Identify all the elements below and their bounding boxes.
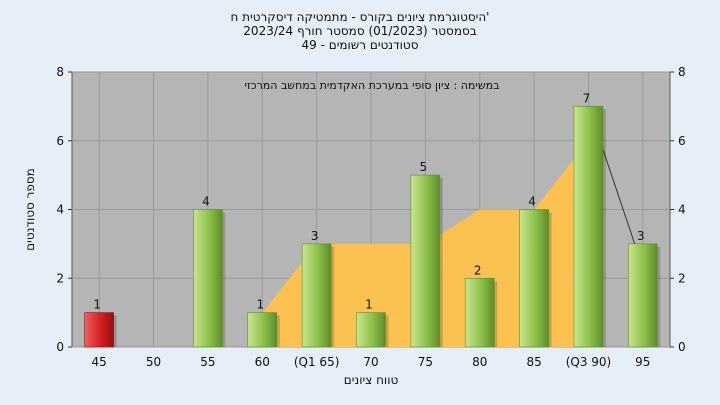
y-tick-label-left: 2 bbox=[56, 271, 64, 285]
x-tick-label: 70 bbox=[363, 355, 378, 369]
x-tick-label: 75 bbox=[418, 355, 433, 369]
y-tick-label-left: 8 bbox=[56, 65, 64, 79]
histogram-bar bbox=[410, 174, 441, 348]
y-tick-label-left: 0 bbox=[56, 340, 64, 354]
bar-value-label: 7 bbox=[583, 91, 591, 105]
histogram-bar bbox=[573, 106, 604, 348]
x-tick-label: 60 bbox=[255, 355, 270, 369]
histogram-bar bbox=[247, 312, 278, 348]
bar-value-label: 2 bbox=[474, 263, 482, 277]
y-tick-label-right: 8 bbox=[678, 65, 686, 79]
bar-value-label: 3 bbox=[637, 229, 645, 243]
x-tick-label: (Q3 90) bbox=[566, 355, 612, 369]
x-tick-label: 50 bbox=[146, 355, 161, 369]
bar-value-label: 3 bbox=[311, 229, 319, 243]
bar-value-label: 1 bbox=[93, 298, 101, 312]
bar-value-label: 1 bbox=[365, 298, 373, 312]
histogram-bar bbox=[356, 312, 386, 348]
x-axis-title: טווח ציונים bbox=[344, 373, 399, 387]
y-tick-label-right: 4 bbox=[678, 203, 686, 217]
y-tick-label-left: 4 bbox=[56, 203, 64, 217]
x-tick-label: 95 bbox=[635, 355, 650, 369]
x-tick-label: 80 bbox=[472, 355, 487, 369]
chart-title: היסטוגרמת ציונים בקורס - מתמטיקה דיסקרטי… bbox=[230, 10, 490, 24]
x-tick-label: 45 bbox=[92, 355, 107, 369]
histogram-bar bbox=[193, 209, 223, 348]
bar-value-label: 5 bbox=[420, 160, 428, 174]
chart-annotation: במשימה : ציון סופי במערכת האקדמית במחשב … bbox=[245, 79, 500, 92]
y-tick-label-right: 0 bbox=[678, 340, 686, 354]
chart-title-block: היסטוגרמת ציונים בקורס - מתמטיקה דיסקרטי… bbox=[0, 10, 720, 52]
x-tick-label: 55 bbox=[200, 355, 215, 369]
chart-subtitle-students: סטודנטים רשומים - 49 bbox=[301, 38, 419, 52]
bar-value-label: 4 bbox=[202, 195, 210, 209]
bar-value-label: 1 bbox=[256, 298, 264, 312]
histogram-bar bbox=[628, 243, 658, 348]
histogram-bar bbox=[84, 312, 114, 348]
x-tick-label: 85 bbox=[526, 355, 541, 369]
histogram-bar bbox=[301, 243, 332, 348]
y-axis-title: מספר סטודנטים bbox=[23, 168, 37, 251]
histogram-bar bbox=[519, 209, 549, 348]
y-tick-label-right: 2 bbox=[678, 271, 686, 285]
chart-subtitle-semester: בסמסטר (01/2023) סמסטר חורף 2023/24 bbox=[243, 24, 477, 38]
y-tick-label-left: 6 bbox=[56, 134, 64, 148]
bar-value-label: 4 bbox=[528, 195, 536, 209]
y-tick-label-right: 6 bbox=[678, 134, 686, 148]
histogram-bar bbox=[464, 277, 495, 348]
x-tick-label: (Q1 65) bbox=[294, 355, 340, 369]
